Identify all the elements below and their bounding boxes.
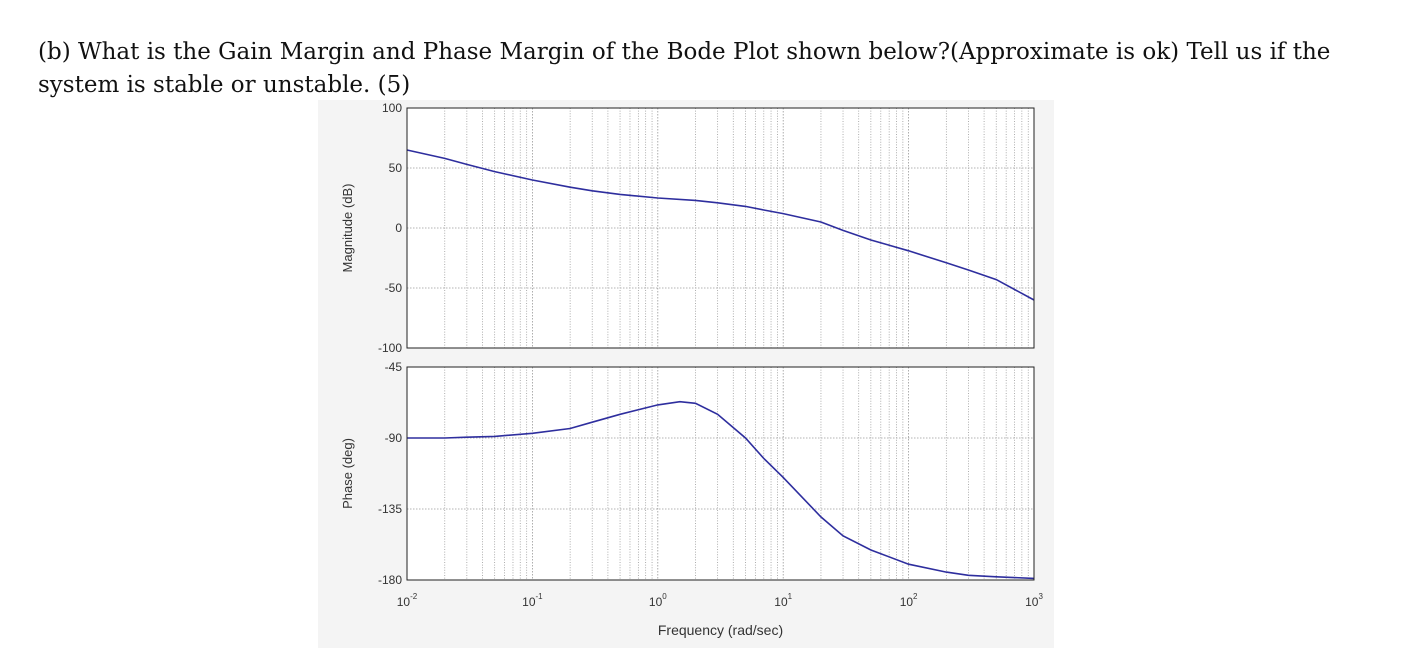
frequency-tick-label: 102 bbox=[900, 592, 918, 609]
magnitude-grid bbox=[407, 108, 1034, 348]
phase-plot-area bbox=[407, 367, 1034, 580]
frequency-tick-label: 103 bbox=[1025, 592, 1043, 609]
magnitude-tick-label: -50 bbox=[385, 281, 403, 295]
bode-plot-panel: 100 50 0 -50 -100 -45 -90 -135 -180 10-2 10-1 100… bbox=[318, 100, 1054, 648]
frequency-tick-label: 10-1 bbox=[522, 592, 543, 609]
magnitude-tick-label: 0 bbox=[395, 221, 402, 235]
phase-axis-label: Phase (deg) bbox=[340, 438, 355, 509]
phase-tick-label: -180 bbox=[378, 573, 402, 587]
frequency-tick-labels: 10-2 10-1 100 101 102 103 bbox=[397, 592, 1044, 609]
frequency-tick-exponent: 1 bbox=[788, 592, 793, 601]
magnitude-tick-label: 50 bbox=[389, 161, 403, 175]
frequency-tick-exponent: 2 bbox=[913, 592, 918, 601]
phase-tick-label: -45 bbox=[385, 360, 403, 374]
frequency-axis-label: Frequency (rad/sec) bbox=[658, 622, 783, 638]
phase-grid bbox=[407, 367, 1034, 580]
phase-tick-label: -135 bbox=[378, 502, 402, 516]
frequency-tick-exponent: -2 bbox=[410, 592, 418, 601]
phase-tick-labels: -45 -90 -135 -180 bbox=[378, 360, 402, 587]
magnitude-tick-labels: 100 50 0 -50 -100 bbox=[378, 101, 402, 355]
frequency-tick-exponent: 0 bbox=[662, 592, 667, 601]
question-text: (b) What is the Gain Margin and Phase Ma… bbox=[38, 39, 1331, 98]
phase-line bbox=[407, 400, 1035, 580]
phase-axes-frame bbox=[406, 366, 1035, 581]
phase-tick-label: -90 bbox=[385, 431, 403, 445]
frequency-tick-label: 100 bbox=[649, 592, 667, 609]
magnitude-tick-label: 100 bbox=[382, 101, 402, 115]
frequency-tick-exponent: 3 bbox=[1038, 592, 1043, 601]
magnitude-axis-label: Magnitude (dB) bbox=[340, 184, 355, 273]
magnitude-line bbox=[406, 149, 1035, 301]
frequency-tick-label: 101 bbox=[774, 592, 792, 609]
frequency-tick-label: 10-2 bbox=[397, 592, 418, 609]
frequency-tick-exponent: -1 bbox=[536, 592, 544, 601]
magnitude-tick-label: -100 bbox=[378, 341, 402, 355]
magnitude-axes-frame bbox=[406, 107, 1035, 349]
